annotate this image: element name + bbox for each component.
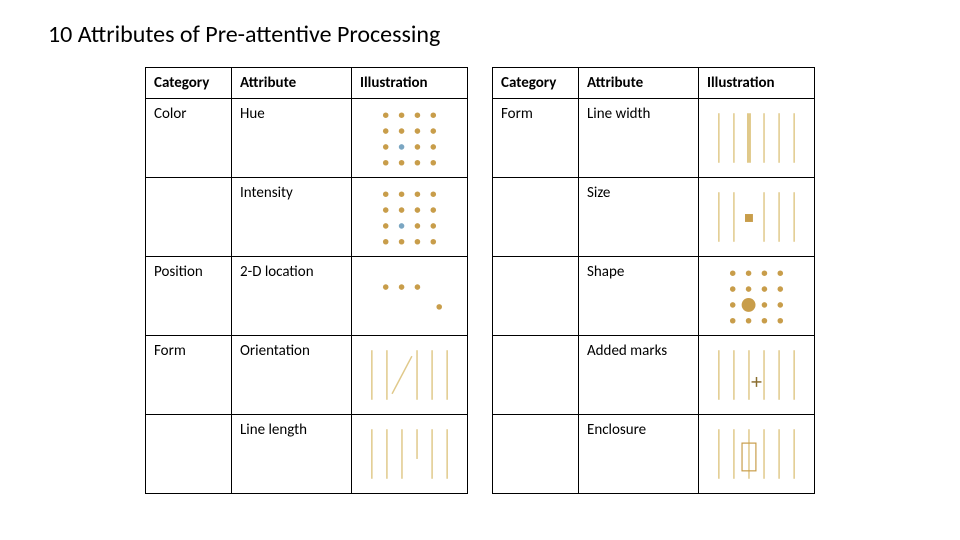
table-left: CategoryAttributeIllustrationColorHueInt…: [145, 67, 468, 494]
table-row: Shape: [493, 257, 815, 336]
table-row: Line length: [146, 415, 468, 494]
tables-wrapper: CategoryAttributeIllustrationColorHueInt…: [48, 67, 912, 494]
page-title: 10 Attributes of Pre-attentive Processin…: [48, 20, 912, 49]
illustration-size: [703, 182, 810, 252]
cell-category: Color: [146, 99, 232, 178]
cell-illustration: [352, 336, 468, 415]
cell-illustration: [699, 257, 815, 336]
illustration-intensity: [356, 182, 463, 252]
cell-attribute: Added marks: [579, 336, 699, 415]
header-category: Category: [493, 68, 579, 99]
cell-attribute: Orientation: [232, 336, 352, 415]
cell-illustration: [352, 415, 468, 494]
cell-attribute: Line length: [232, 415, 352, 494]
cell-category: Form: [493, 99, 579, 178]
cell-attribute: Size: [579, 178, 699, 257]
illustration-location: [356, 261, 463, 331]
cell-attribute: Hue: [232, 99, 352, 178]
illustration-line_length: [356, 419, 463, 489]
header-illustration: Illustration: [352, 68, 468, 99]
header-attribute: Attribute: [232, 68, 352, 99]
cell-category: [493, 415, 579, 494]
illustration-line_width: [703, 103, 810, 173]
cell-illustration: [352, 178, 468, 257]
table-row: FormOrientation: [146, 336, 468, 415]
cell-illustration: [699, 178, 815, 257]
cell-illustration: [699, 336, 815, 415]
cell-attribute: Shape: [579, 257, 699, 336]
cell-category: [493, 178, 579, 257]
header-category: Category: [146, 68, 232, 99]
cell-illustration: [352, 99, 468, 178]
cell-illustration: [699, 99, 815, 178]
cell-illustration: [352, 257, 468, 336]
table-row: Added marks: [493, 336, 815, 415]
header-illustration: Illustration: [699, 68, 815, 99]
table-row: Position2-D location: [146, 257, 468, 336]
cell-category: Position: [146, 257, 232, 336]
table-row: Intensity: [146, 178, 468, 257]
cell-attribute: Line width: [579, 99, 699, 178]
illustration-shape: [703, 261, 810, 331]
cell-category: [146, 415, 232, 494]
cell-category: Form: [146, 336, 232, 415]
illustration-hue: [356, 103, 463, 173]
illustration-enclosure: [703, 419, 810, 489]
header-attribute: Attribute: [579, 68, 699, 99]
table-row: ColorHue: [146, 99, 468, 178]
illustration-added_marks: [703, 340, 810, 410]
cell-attribute: 2-D location: [232, 257, 352, 336]
cell-category: [493, 336, 579, 415]
table-row: Enclosure: [493, 415, 815, 494]
cell-attribute: Intensity: [232, 178, 352, 257]
cell-category: [493, 257, 579, 336]
cell-illustration: [699, 415, 815, 494]
table-row: FormLine width: [493, 99, 815, 178]
cell-category: [146, 178, 232, 257]
table-right: CategoryAttributeIllustrationFormLine wi…: [492, 67, 815, 494]
illustration-orientation: [356, 340, 463, 410]
cell-attribute: Enclosure: [579, 415, 699, 494]
table-row: Size: [493, 178, 815, 257]
